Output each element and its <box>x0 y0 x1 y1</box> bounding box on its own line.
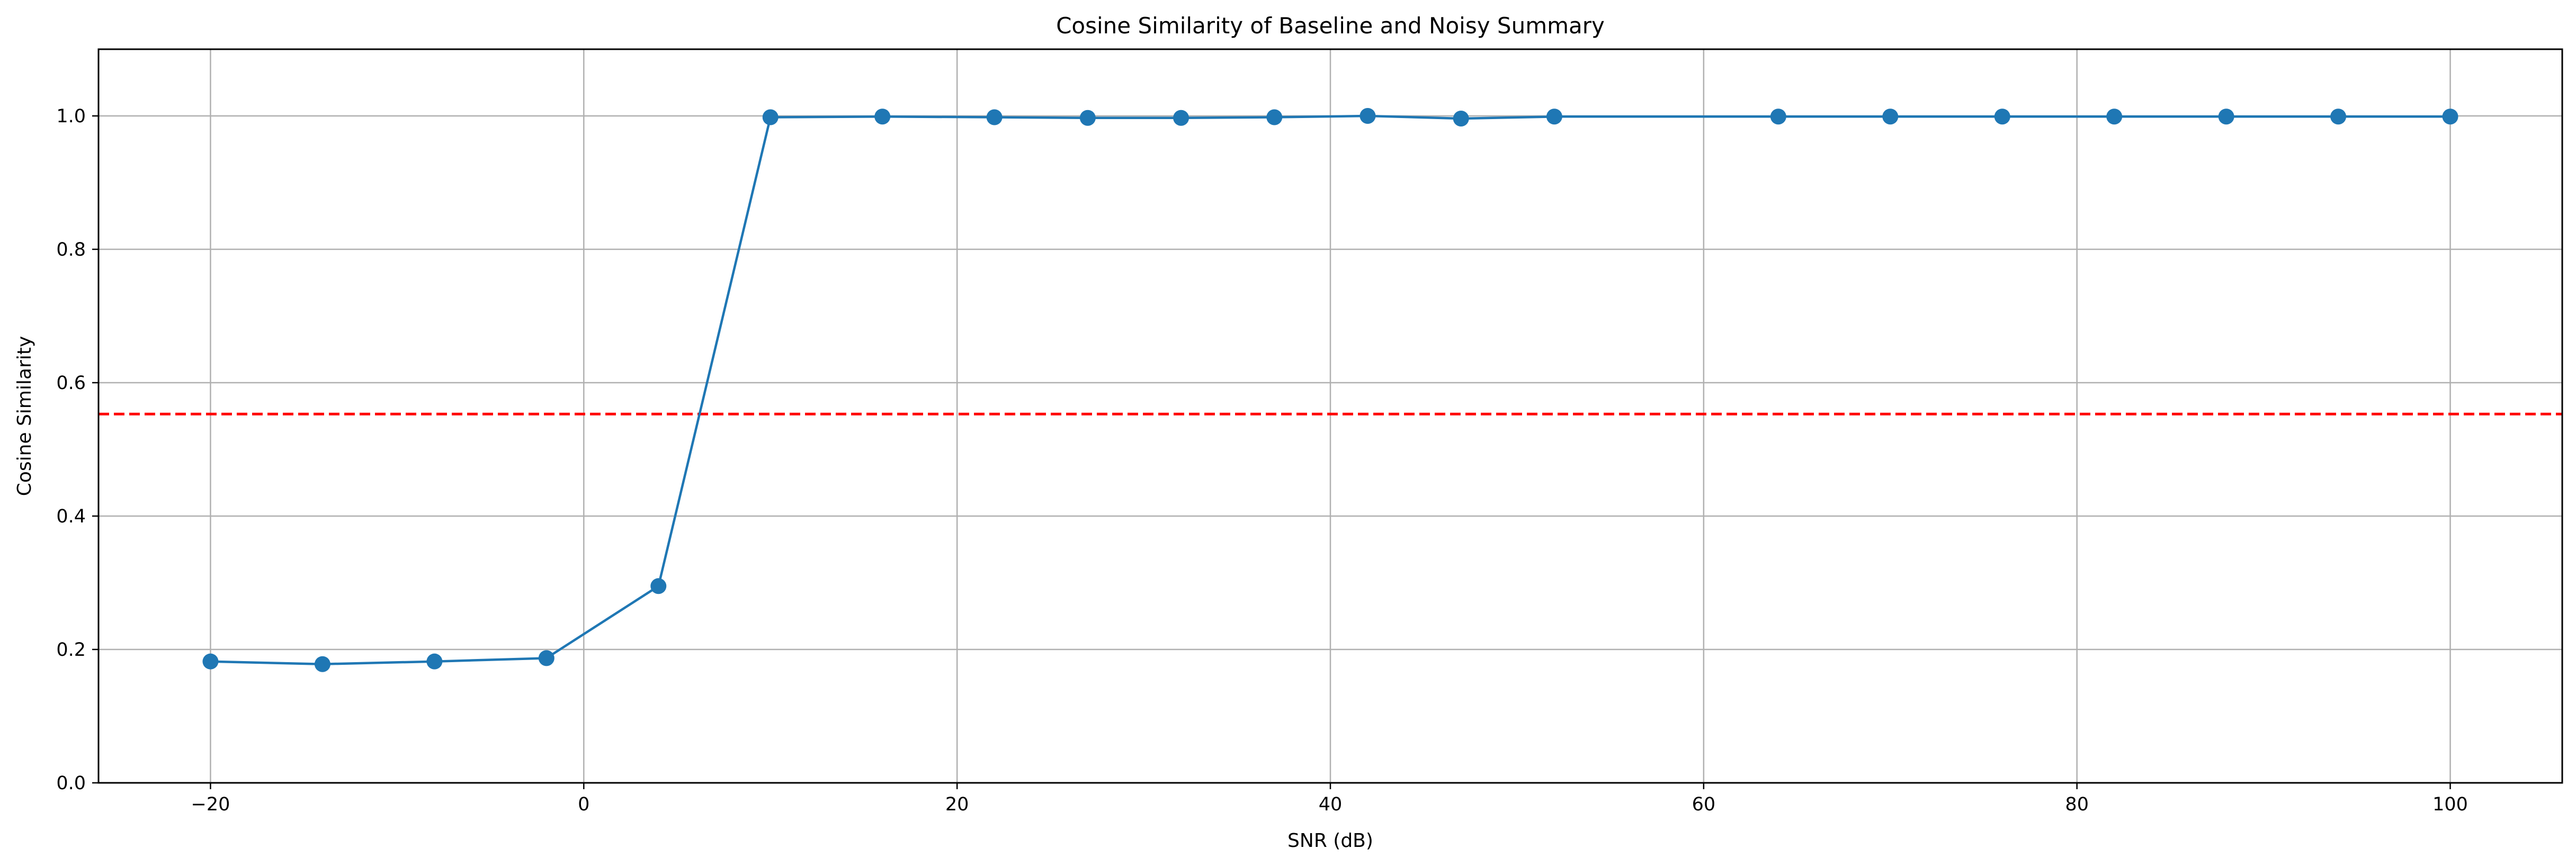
data-point <box>874 109 891 125</box>
x-axis-label: SNR (dB) <box>1287 830 1373 852</box>
y-axis-label: Cosine Similarity <box>14 336 35 496</box>
data-point <box>1546 109 1562 125</box>
data-point <box>762 109 779 125</box>
y-tick-label: 1.0 <box>56 106 86 127</box>
data-point <box>1882 109 1899 125</box>
data-point <box>1079 110 1096 126</box>
data-point <box>314 656 330 672</box>
data-point <box>1173 110 1189 126</box>
x-tick-label: 20 <box>945 794 969 815</box>
chart-title: Cosine Similarity of Baseline and Noisy … <box>1056 13 1605 39</box>
data-point <box>1266 109 1283 125</box>
x-tick-label: 40 <box>1319 794 1343 815</box>
y-tick-label: 0.0 <box>56 773 86 794</box>
data-point <box>538 650 554 666</box>
data-point <box>426 653 443 670</box>
y-tick-label: 0.2 <box>56 639 86 661</box>
data-point <box>2330 109 2347 125</box>
data-point <box>650 578 667 594</box>
y-tick-label: 0.8 <box>56 239 86 260</box>
x-tick-label: 60 <box>1692 794 1716 815</box>
x-tick-label: 100 <box>2432 794 2468 815</box>
data-point <box>2442 109 2458 125</box>
data-point <box>1994 109 2010 125</box>
ticks: −20 0 20 40 60 80 100 0.0 0.2 0.4 0.6 0.8 1.0 <box>56 106 2468 815</box>
data-point <box>1770 109 1786 125</box>
data-point <box>1359 108 1376 124</box>
x-tick-label: 80 <box>2065 794 2089 815</box>
data-point <box>986 109 1003 125</box>
data-point <box>202 653 219 670</box>
data-point <box>1453 111 1469 127</box>
data-point <box>2106 109 2123 125</box>
x-tick-label: 0 <box>578 794 589 815</box>
x-tick-label: −20 <box>191 794 230 815</box>
series-layer <box>202 108 2458 672</box>
y-tick-label: 0.4 <box>56 506 86 527</box>
y-tick-label: 0.6 <box>56 373 86 394</box>
data-point <box>2218 109 2234 125</box>
